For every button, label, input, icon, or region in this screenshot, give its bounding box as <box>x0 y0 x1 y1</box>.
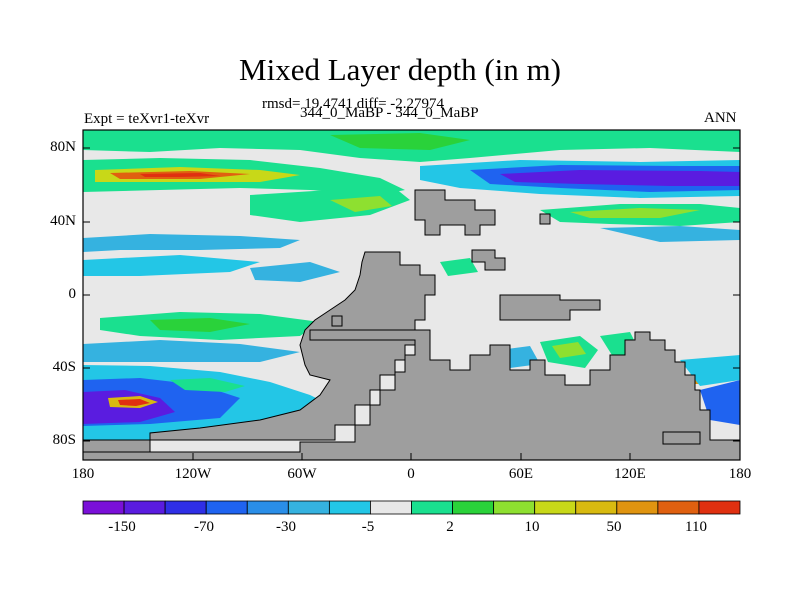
southern-ocean-positive-2 <box>170 378 245 392</box>
land-mass-east-bar <box>499 294 601 321</box>
y-tick-label: 80N <box>50 139 76 155</box>
y-tick-label: 80S <box>52 432 76 448</box>
experiment-label: Expt = teXvr1-teXvr <box>84 111 210 127</box>
colorbar-label: -30 <box>276 519 296 535</box>
arctic-positive-patch <box>330 133 470 150</box>
y-tick-label: 40N <box>50 213 76 229</box>
colorbar-box <box>246 500 289 515</box>
mid-pacific-band <box>250 188 410 222</box>
north-pacific-negative-2 <box>83 255 260 276</box>
land-mass-north-block <box>414 189 496 236</box>
map-plot-area <box>83 130 740 460</box>
colorbar-box <box>205 500 248 515</box>
north-atlantic-positive-core <box>570 208 700 218</box>
colorbar-box <box>370 500 412 515</box>
colorbar-box <box>657 500 700 515</box>
colorbar-box <box>575 500 618 515</box>
colorbar-box <box>534 500 577 515</box>
y-tick-label: 40S <box>52 359 76 375</box>
x-tick-marks <box>82 453 741 460</box>
indian-ocean-patch-core <box>552 342 586 358</box>
colorbar <box>82 500 741 515</box>
colorbar-box <box>698 500 741 515</box>
map-title: Mixed Layer depth (in m) <box>239 52 561 87</box>
colorbar-label: -150 <box>108 519 136 535</box>
colorbar-label: 50 <box>606 519 622 535</box>
colorbar-label: 2 <box>446 519 454 535</box>
x-tick-label: 60W <box>287 466 317 482</box>
x-tick-label: 120E <box>614 466 646 482</box>
south-pacific-core <box>150 318 250 332</box>
colorbar-box <box>452 500 495 515</box>
north-pacific-negative <box>83 234 300 252</box>
colorbar-label: 110 <box>685 519 707 535</box>
tropical-pacific-patch <box>250 262 340 282</box>
colorbar-box <box>411 500 453 515</box>
y-tick-marks <box>83 147 740 442</box>
colorbar-label: -70 <box>194 519 214 535</box>
land-mass-south-west-strip <box>83 439 151 453</box>
land-mass-small-east <box>471 249 506 271</box>
x-tick-label: 0 <box>407 466 415 482</box>
x-tick-label: 180 <box>71 466 95 482</box>
tropical-east-patch <box>440 258 478 276</box>
colorbar-box <box>616 500 659 515</box>
x-tick-label: 180 <box>728 466 752 482</box>
colorbar-box <box>123 500 166 515</box>
small-island <box>662 431 701 445</box>
season-label: ANN <box>704 110 737 126</box>
colorbar-label: -5 <box>361 519 375 535</box>
colorbar-box <box>328 500 371 515</box>
statistics-label: rmsd= 19.4741 diff= -2.27974 <box>262 96 445 112</box>
x-tick-label: 60E <box>508 466 534 482</box>
north-pacific-peak <box>140 173 220 177</box>
mid-pacific-core <box>330 196 392 212</box>
colorbar-label: 10 <box>524 519 540 535</box>
y-tick-label: 0 <box>68 286 77 302</box>
small-island-3 <box>539 213 551 225</box>
land-mass-south-main <box>83 329 740 460</box>
eurasian-negative-core <box>500 170 740 186</box>
south-pacific-negative <box>83 340 300 362</box>
colorbar-box <box>82 500 125 515</box>
colorbar-box <box>287 500 330 515</box>
period-label: 344_0_MaBP - 344_0_MaBP <box>300 105 479 121</box>
east-negative-strip <box>600 226 740 242</box>
southern-ocean-peak <box>118 399 150 406</box>
x-tick-label: 120W <box>174 466 212 482</box>
colorbar-box <box>164 500 207 515</box>
small-island-2 <box>331 315 343 327</box>
colorbar-box <box>493 500 536 515</box>
